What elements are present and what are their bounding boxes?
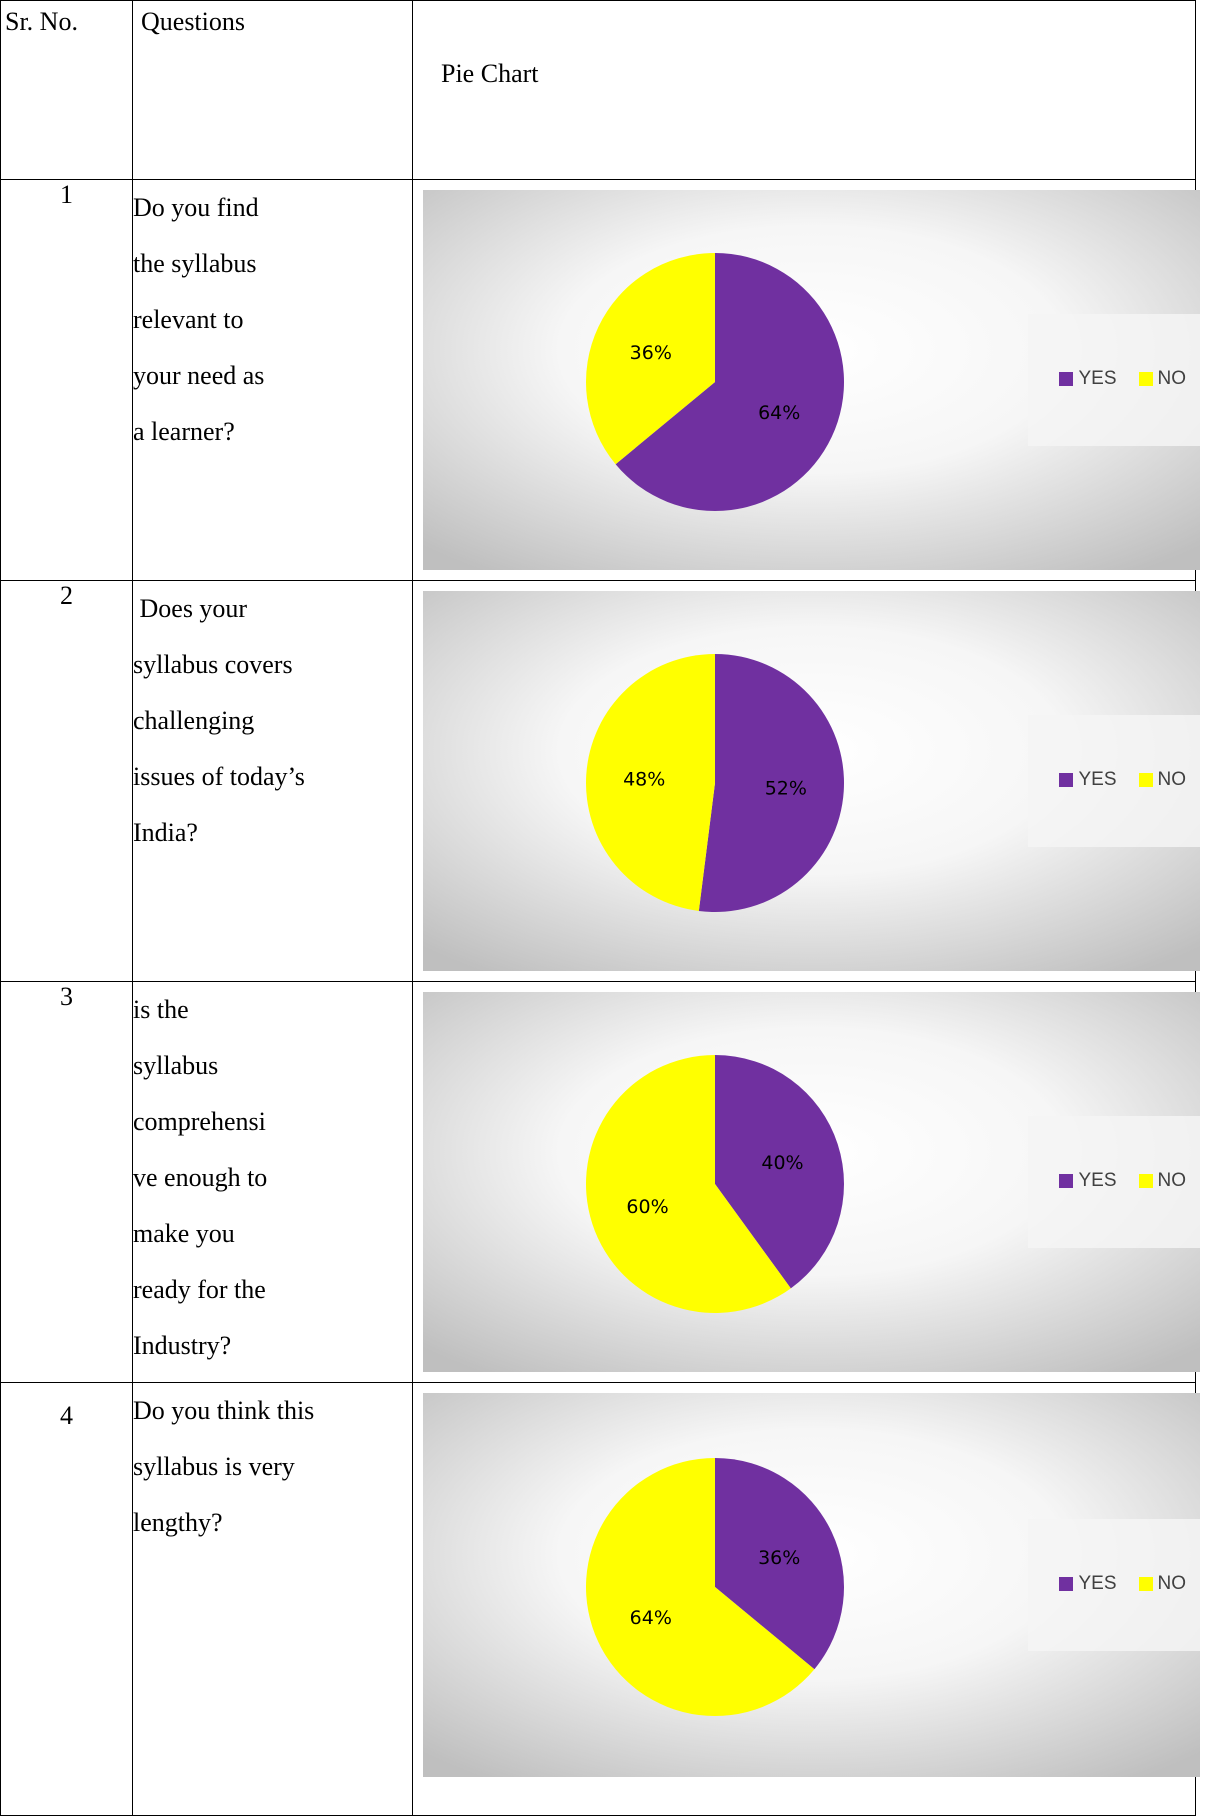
pie-chart: 36% 64% YES NO bbox=[423, 1393, 1200, 1777]
question-text: is the syllabus comprehensi ve enough to… bbox=[132, 981, 413, 1383]
legend-label: YES bbox=[1078, 769, 1117, 790]
question-line: syllabus covers bbox=[133, 650, 293, 679]
question-text: Do you find the syllabus relevant to you… bbox=[132, 179, 413, 581]
chart-legend: YES NO bbox=[1059, 769, 1186, 791]
data-label: 48% bbox=[623, 769, 665, 791]
question-line: ready for the bbox=[133, 1275, 266, 1304]
legend-swatch bbox=[1059, 773, 1074, 787]
question-text: Do you think this syllabus is very lengt… bbox=[132, 1382, 413, 1816]
data-label: 64% bbox=[630, 1607, 672, 1629]
question-line: syllabus bbox=[133, 1051, 219, 1080]
sr-no-header: Sr. No. bbox=[0, 0, 133, 180]
legend-background bbox=[1028, 715, 1200, 847]
legend-item-no: NO bbox=[1138, 769, 1187, 791]
legend-background bbox=[1028, 1116, 1200, 1248]
pie-slice-yes bbox=[615, 253, 844, 512]
question-line: Industry? bbox=[133, 1331, 232, 1360]
questions-header: Questions bbox=[132, 0, 413, 180]
legend-label: NO bbox=[1157, 1573, 1187, 1594]
legend-background bbox=[1028, 1519, 1200, 1651]
data-label: 40% bbox=[761, 1152, 803, 1174]
question-line: Do you think this bbox=[133, 1396, 315, 1425]
data-label: 36% bbox=[630, 342, 672, 364]
legend-label: YES bbox=[1078, 1170, 1117, 1191]
legend-label: NO bbox=[1157, 769, 1187, 790]
question-line: syllabus is very bbox=[133, 1452, 295, 1481]
pie-slice-no bbox=[586, 253, 715, 465]
question-line: challenging bbox=[133, 706, 255, 735]
question-line: Does your bbox=[133, 594, 248, 623]
pie-slice-no bbox=[586, 654, 715, 911]
question-text: Does your syllabus covers challenging is… bbox=[132, 580, 413, 982]
table-row: 3 is the syllabus comprehensi ve enough … bbox=[0, 981, 1200, 1383]
legend-item-no: NO bbox=[1138, 368, 1187, 390]
pie-chart-header: Pie Chart bbox=[412, 0, 1196, 180]
legend-swatch bbox=[1138, 372, 1153, 386]
chart-cell: 36% 64% YES NO bbox=[412, 1382, 1200, 1816]
question-line: Do you find bbox=[133, 193, 259, 222]
legend-label: NO bbox=[1157, 1170, 1187, 1191]
legend-item-no: NO bbox=[1138, 1170, 1187, 1192]
question-line: relevant to bbox=[133, 305, 244, 334]
legend-swatch bbox=[1138, 1174, 1153, 1188]
legend-item-yes: YES bbox=[1059, 368, 1117, 390]
question-line: is the bbox=[133, 995, 189, 1024]
pie-chart: 40% 60% YES NO bbox=[423, 992, 1200, 1372]
question-line: your need as bbox=[133, 361, 265, 390]
chart-cell: 52% 48% YES NO bbox=[412, 580, 1200, 982]
serial-number: 3 bbox=[0, 981, 133, 1383]
serial-number: 1 bbox=[0, 179, 133, 581]
chart-cell: 40% 60% YES NO bbox=[412, 981, 1200, 1383]
legend-label: NO bbox=[1157, 368, 1187, 389]
legend-background bbox=[1028, 314, 1200, 446]
question-line: lengthy? bbox=[133, 1508, 223, 1537]
legend-swatch bbox=[1059, 1577, 1074, 1591]
legend-item-yes: YES bbox=[1059, 1170, 1117, 1192]
pie-slice-yes bbox=[715, 1055, 844, 1289]
chart-legend: YES NO bbox=[1059, 1573, 1186, 1595]
pie-slice-no bbox=[585, 1458, 815, 1716]
chart-cell: 64% 36% YES NO bbox=[412, 179, 1200, 581]
question-line: comprehensi bbox=[133, 1107, 266, 1136]
question-line: make you bbox=[133, 1219, 235, 1248]
pie-slice-no bbox=[586, 1055, 791, 1313]
chart-legend: YES NO bbox=[1059, 1170, 1186, 1192]
data-label: 36% bbox=[758, 1547, 800, 1569]
table-row: 4 Do you think this syllabus is very len… bbox=[0, 1382, 1200, 1816]
question-line: ve enough to bbox=[133, 1163, 268, 1192]
legend-swatch bbox=[1138, 773, 1153, 787]
legend-swatch bbox=[1059, 372, 1074, 386]
legend-label: YES bbox=[1078, 1573, 1117, 1594]
pie-chart: 52% 48% YES NO bbox=[423, 591, 1200, 971]
legend-swatch bbox=[1059, 1174, 1074, 1188]
question-line: India? bbox=[133, 818, 198, 847]
chart-legend: YES NO bbox=[1059, 368, 1186, 390]
pie-slice-yes bbox=[698, 654, 845, 912]
pie-slice-yes bbox=[715, 1458, 844, 1670]
legend-item-yes: YES bbox=[1059, 769, 1117, 791]
legend-label: YES bbox=[1078, 368, 1117, 389]
question-line: a learner? bbox=[133, 417, 235, 446]
table-row: 2 Does your syllabus covers challenging … bbox=[0, 580, 1200, 982]
question-line: the syllabus bbox=[133, 249, 257, 278]
data-label: 64% bbox=[758, 402, 800, 424]
table-row: 1 Do you find the syllabus relevant to y… bbox=[0, 179, 1200, 581]
legend-item-yes: YES bbox=[1059, 1573, 1117, 1595]
header-row: Sr. No. Questions Pie Chart bbox=[0, 0, 1196, 180]
pie-chart: 64% 36% YES NO bbox=[423, 190, 1200, 570]
legend-swatch bbox=[1138, 1577, 1153, 1591]
serial-number: 2 bbox=[0, 580, 133, 982]
serial-number: 4 bbox=[0, 1382, 133, 1816]
data-label: 60% bbox=[626, 1196, 668, 1218]
data-label: 52% bbox=[765, 777, 807, 799]
legend-item-no: NO bbox=[1138, 1573, 1187, 1595]
question-line: issues of today’s bbox=[133, 762, 305, 791]
